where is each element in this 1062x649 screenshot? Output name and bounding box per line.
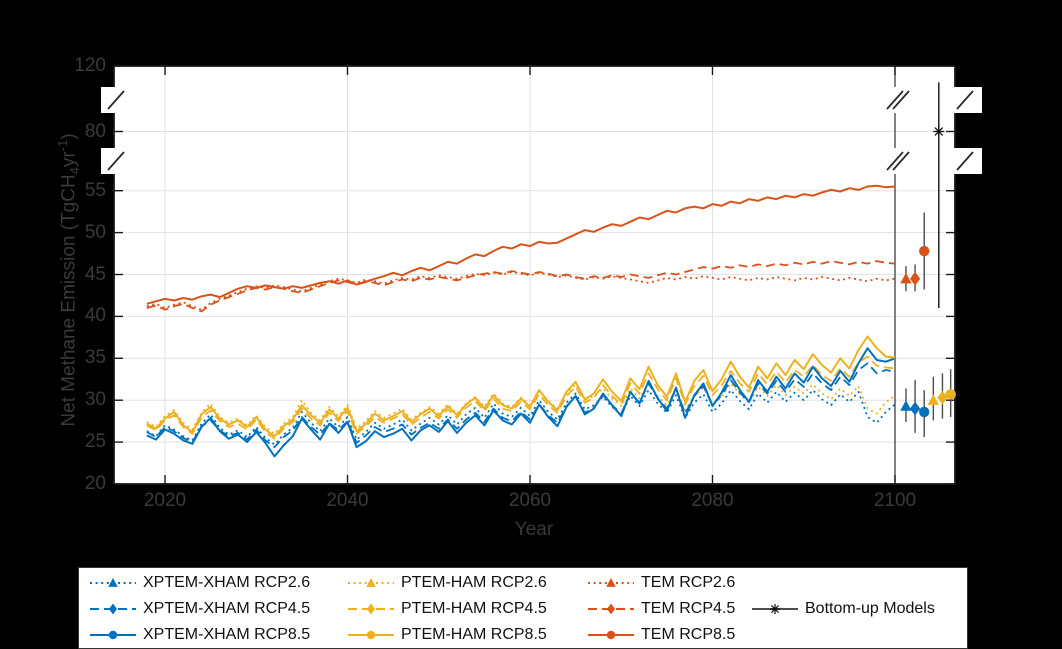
legend-swatch <box>90 578 136 587</box>
marker-diamond <box>909 401 921 416</box>
series-line-ptem-ham-rcp4-5 <box>146 355 896 440</box>
legend-item-label: XPTEM-XHAM RCP8.5 <box>143 626 311 643</box>
chart-legend: XPTEM-XHAM RCP2.6 XPTEM-XHAM RCP4.5 XPTEM-… <box>78 567 968 649</box>
legend-item-bottom-up-models: Bottom-up Models <box>751 598 935 620</box>
marker-diamond <box>937 390 948 405</box>
series-line-tem-rcp4-5 <box>146 260 896 313</box>
x-tick-label: 2060 <box>508 490 552 511</box>
legend-swatch <box>588 630 634 640</box>
x-axis-label: Year <box>514 519 554 540</box>
y-tick-label: 40 <box>84 305 106 327</box>
legend-item-label: TEM RCP2.6 <box>641 574 736 591</box>
axis-break-slash <box>892 151 910 171</box>
y-tick-label: 30 <box>84 389 106 411</box>
y-tick-label: 25 <box>84 431 106 453</box>
series-line-xptem-xham-rcp8-5 <box>146 347 896 458</box>
axis-break-slash <box>892 90 910 110</box>
marker-circle <box>919 245 930 257</box>
marker-asterisk <box>934 127 944 136</box>
legend-item-tem-rcp4-5: TEM RCP4.5 <box>587 598 735 620</box>
legend-item-ptem-ham-rcp2-6: PTEM-HAM RCP2.6 <box>347 572 547 594</box>
legend-swatch <box>588 603 634 615</box>
legend-item-ptem-ham-rcp8-5: PTEM-HAM RCP8.5 <box>347 624 547 646</box>
y-tick-label: 20 <box>84 473 106 494</box>
legend-item-label: TEM RCP8.5 <box>641 626 736 643</box>
legend-item-label: PTEM-HAM RCP2.6 <box>401 574 547 591</box>
legend-item-tem-rcp2-6: TEM RCP2.6 <box>587 572 735 594</box>
axis-break-slash <box>886 151 904 171</box>
marker-triangle <box>900 272 912 284</box>
legend-item-label: XPTEM-XHAM RCP4.5 <box>143 600 311 617</box>
axis-break-slash <box>107 90 125 110</box>
legend-swatch <box>752 604 798 614</box>
marker-diamond <box>909 271 921 286</box>
y-tick-label: 55 <box>84 179 106 201</box>
legend-swatch <box>348 578 394 587</box>
x-tick-label: 2080 <box>691 490 734 511</box>
legend-swatch <box>588 578 634 587</box>
axis-break-slash <box>956 90 974 110</box>
y-tick-label: 45 <box>84 263 106 285</box>
legend-item-label: Bottom-up Models <box>805 600 935 617</box>
legend-item-xptem-xham-rcp4-5: XPTEM-XHAM RCP4.5 <box>89 598 310 620</box>
legend-item-label: PTEM-HAM RCP4.5 <box>401 600 547 617</box>
marker-triangle <box>927 394 940 405</box>
legend-swatch <box>348 630 394 640</box>
legend-item-xptem-xham-rcp2-6: XPTEM-XHAM RCP2.6 <box>89 572 310 594</box>
marker-triangle <box>900 400 912 411</box>
x-tick-label: 2100 <box>873 490 917 511</box>
legend-swatch <box>90 603 136 615</box>
y-tick-label: 50 <box>84 221 106 243</box>
axis-break-slash <box>886 90 904 110</box>
legend-swatch <box>90 630 136 640</box>
marker-circle <box>945 389 956 400</box>
legend-item-label: TEM RCP4.5 <box>641 600 736 617</box>
legend-item-ptem-ham-rcp4-5: PTEM-HAM RCP4.5 <box>347 598 547 620</box>
series-line-tem-rcp8-5 <box>146 184 896 305</box>
axis-break-slash <box>956 151 974 171</box>
x-tick-label: 2040 <box>326 490 369 511</box>
series-line-ptem-ham-rcp8-5 <box>146 335 896 438</box>
series-line-xptem-xham-rcp2-6 <box>146 389 896 446</box>
legend-item-xptem-xham-rcp8-5: XPTEM-XHAM RCP8.5 <box>89 624 310 646</box>
y-tick-label: 80 <box>84 120 106 142</box>
y-tick-label: 120 <box>74 55 106 76</box>
legend-item-label: PTEM-HAM RCP8.5 <box>401 626 547 643</box>
legend-item-label: XPTEM-XHAM RCP2.6 <box>143 574 311 591</box>
legend-swatch <box>348 603 394 615</box>
legend-item-tem-rcp8-5: TEM RCP8.5 <box>587 624 735 646</box>
x-tick-label: 2020 <box>143 490 187 511</box>
y-tick-label: 35 <box>84 347 106 369</box>
axis-break-slash <box>107 151 125 171</box>
marker-circle <box>919 406 930 418</box>
